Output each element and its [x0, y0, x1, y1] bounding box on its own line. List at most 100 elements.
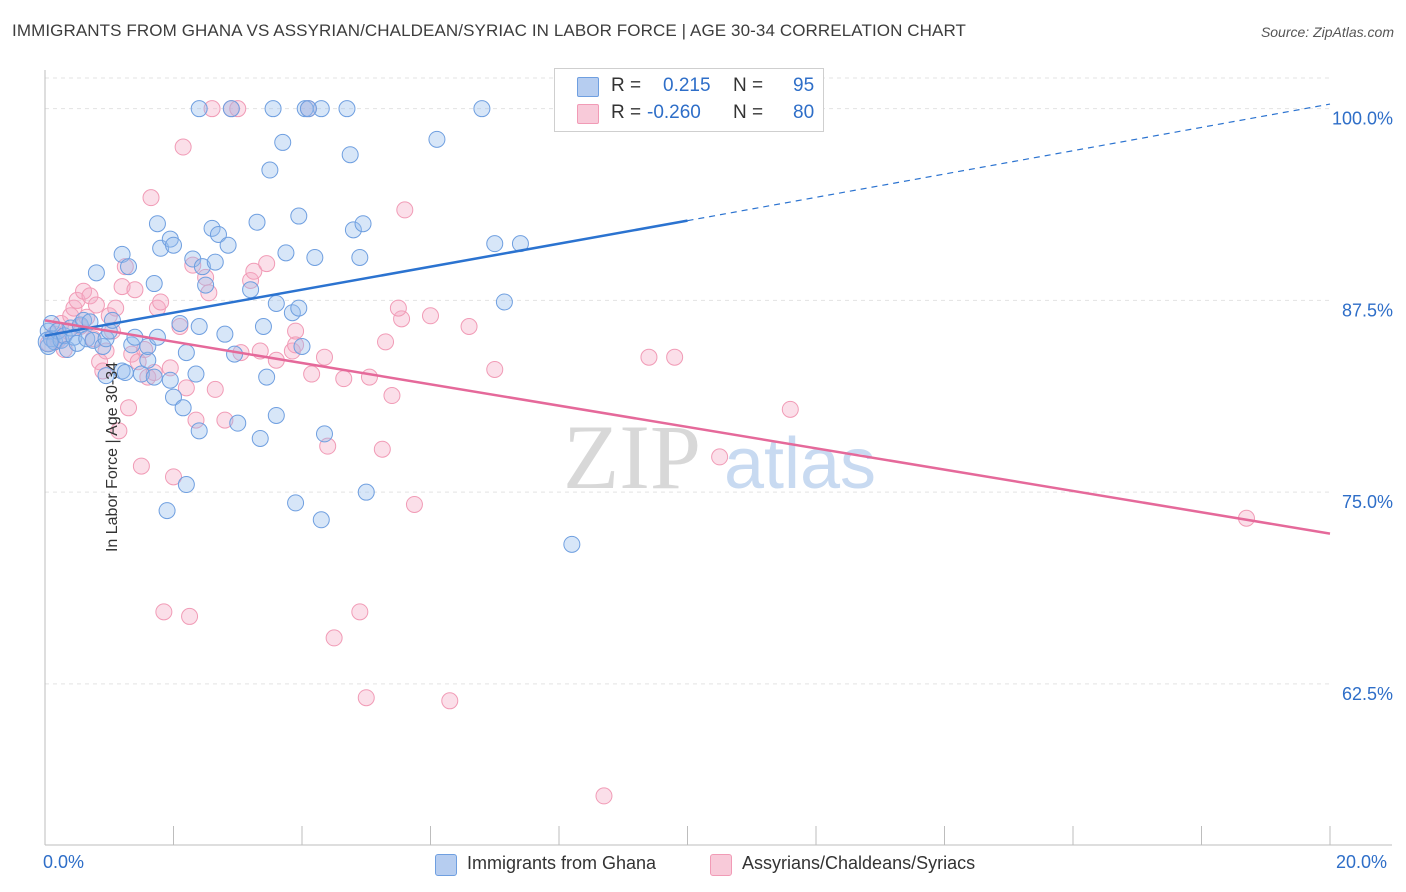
ghana-point — [341, 146, 359, 164]
ghana-point — [306, 248, 324, 266]
ghana-point — [148, 215, 166, 233]
chart-title: IMMIGRANTS FROM GHANA VS ASSYRIAN/CHALDE… — [12, 21, 967, 40]
assyrian-point — [360, 368, 378, 386]
ghana-point — [312, 511, 330, 529]
legend-n-label: N = — [733, 75, 764, 96]
legend-r-value: -0.260 — [647, 102, 701, 123]
series-assyrian-points — [39, 100, 1255, 805]
assyrian-point — [174, 138, 192, 156]
assyrian-point — [136, 341, 154, 359]
ghana-point — [145, 368, 163, 386]
assyrian-point — [373, 440, 391, 458]
ghana-point — [242, 281, 260, 299]
ghana-point — [37, 331, 59, 353]
assyrian-point — [640, 348, 658, 366]
ghana-point — [344, 221, 362, 239]
legend-label-ghana: Immigrants from Ghana — [467, 853, 657, 873]
assyrian-point — [351, 603, 369, 621]
assyrian-point — [781, 400, 799, 418]
ghana-point — [563, 535, 581, 553]
assyrian-point — [206, 380, 224, 398]
assyrian-point — [142, 189, 160, 207]
ghana-point — [87, 264, 105, 282]
assyrian-point — [113, 278, 131, 296]
assyrian-point — [460, 318, 478, 336]
ghana-point — [229, 414, 247, 432]
assyrian-point — [258, 255, 276, 273]
ghana-point — [161, 371, 179, 389]
ghana-point — [187, 365, 205, 383]
assyrian-point — [711, 448, 729, 466]
ghana-point — [216, 325, 234, 343]
assyrian-point — [152, 293, 170, 311]
assyrian-point — [315, 348, 333, 366]
assyrian-point — [422, 307, 439, 325]
assyrian-point — [203, 100, 221, 118]
assyrian-point — [229, 100, 247, 118]
ghana-point — [486, 235, 504, 253]
y-tick-label: 62.5% — [1342, 684, 1393, 704]
series-ghana-points — [37, 100, 581, 553]
ghana-point — [277, 244, 295, 262]
ghana-point — [190, 422, 208, 440]
ghana-point — [264, 100, 282, 118]
assyrian-point — [377, 333, 395, 351]
ghana-point — [139, 351, 157, 369]
ghana-point — [274, 133, 292, 151]
trend-line-assyrian — [44, 319, 1331, 535]
ghana-point — [219, 236, 237, 254]
ghana-point — [174, 399, 192, 417]
assyrian-point — [81, 287, 99, 305]
ghana-point — [290, 299, 308, 317]
grid-lines — [45, 77, 1332, 685]
assyrian-point — [177, 379, 195, 397]
assyrian-point — [287, 336, 305, 354]
assyrian-point — [97, 342, 115, 360]
ghana-point — [78, 330, 96, 348]
assyrian-point — [120, 399, 138, 417]
assyrian-point — [666, 348, 684, 366]
ghana-point — [68, 334, 86, 352]
legend-swatch-ghana — [435, 854, 457, 876]
assyrian-point — [357, 689, 375, 707]
ghana-point — [251, 429, 269, 447]
legend-n-value: 95 — [793, 75, 815, 96]
ghana-point — [165, 236, 182, 254]
assyrian-point — [155, 603, 173, 621]
ghana-point — [177, 344, 195, 362]
trend-line-ghana — [44, 219, 688, 337]
ghana-point — [287, 494, 305, 512]
ghana-point — [103, 311, 121, 329]
ghana-point — [145, 275, 163, 293]
ghana-point — [226, 345, 244, 363]
ghana-point — [132, 365, 150, 383]
watermark-zip: ZIP — [563, 406, 701, 508]
trend-lines — [44, 103, 1331, 535]
assyrian-point — [87, 296, 105, 314]
assyrian-point — [595, 787, 613, 805]
legend-label-assyrian: Assyrians/Chaldeans/Syriacs — [742, 853, 976, 873]
ghana-point — [84, 331, 102, 349]
ghana-point — [165, 388, 182, 406]
assyrian-point — [393, 310, 411, 328]
ghana-point — [473, 100, 491, 118]
stats-legend: R = 0.215 N = 95 R = -0.260 N = 80 — [554, 68, 824, 132]
assyrian-point — [405, 495, 423, 513]
legend-n-label: N = — [733, 102, 764, 123]
ghana-point — [293, 337, 311, 355]
y-tick-label: 87.5% — [1342, 300, 1393, 320]
assyrian-point — [126, 281, 144, 299]
assyrian-point — [441, 692, 459, 710]
ghana-point — [203, 219, 221, 237]
ghana-point — [495, 293, 513, 311]
legend-n-value: 80 — [793, 102, 815, 123]
assyrian-point — [486, 360, 504, 378]
ghana-point — [357, 483, 375, 501]
assyrian-point — [389, 299, 407, 317]
assyrian-point — [181, 607, 199, 625]
assyrian-point — [325, 629, 343, 647]
ghana-point — [190, 318, 208, 336]
assyrian-point — [216, 411, 234, 429]
assyrian-point — [245, 262, 263, 280]
